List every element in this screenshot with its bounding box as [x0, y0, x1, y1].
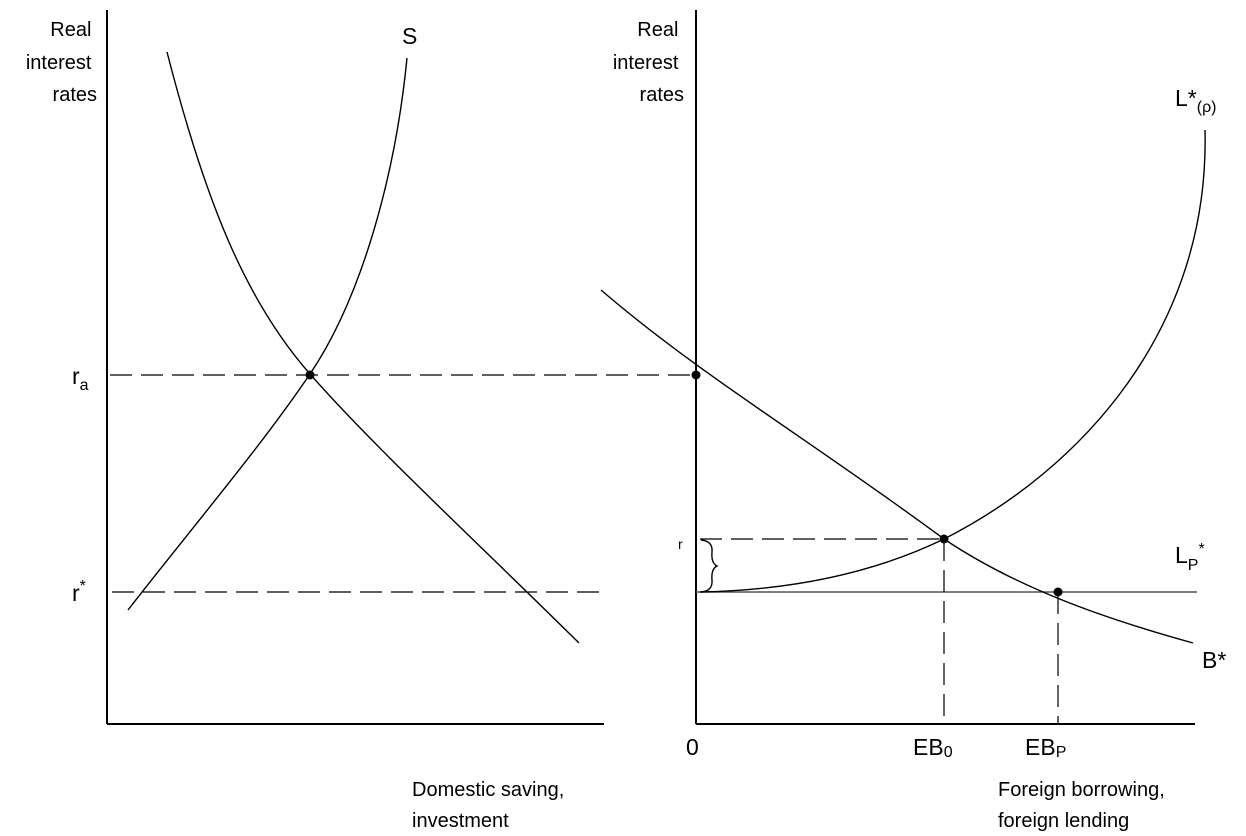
left-panel: Real interest rates S ra r* Domestic sav…: [26, 10, 696, 832]
rate-r-label: r: [678, 536, 683, 552]
eb0-label: EB0: [913, 734, 953, 761]
right-y-axis-label: Real interest rates: [613, 19, 684, 106]
curve-l-rho-label: L*(ρ): [1175, 85, 1217, 116]
left-demand-curve: [166, 51, 580, 644]
curve-b-star-label: B*: [1202, 647, 1226, 673]
supply-curve-s: [127, 57, 408, 611]
ebp-label: EBP: [1025, 734, 1066, 761]
left-x-axis-label: Domestic saving, investment: [412, 779, 570, 832]
rate-ra-label: ra: [72, 363, 89, 394]
right-panel: Real interest rates r L*(ρ) LP* B* 0 EB0…: [600, 10, 1226, 832]
left-equilibrium-point: [305, 370, 315, 380]
intercept-point: [691, 370, 701, 380]
curve-s-label: S: [402, 23, 417, 49]
spread-brace: [700, 539, 719, 593]
ebp-equilibrium-point: [1053, 587, 1063, 597]
origin-label: 0: [686, 734, 699, 760]
l-star-rho-curve: [699, 129, 1206, 593]
eb0-equilibrium-point: [939, 534, 949, 544]
curve-lp-label: LP*: [1175, 541, 1205, 574]
b-star-curve: [600, 289, 1194, 644]
left-y-axis-label: Real interest rates: [26, 19, 97, 106]
right-x-axis-label: Foreign borrowing, foreign lending: [998, 779, 1170, 832]
rate-rstar-label: r*: [72, 578, 86, 606]
